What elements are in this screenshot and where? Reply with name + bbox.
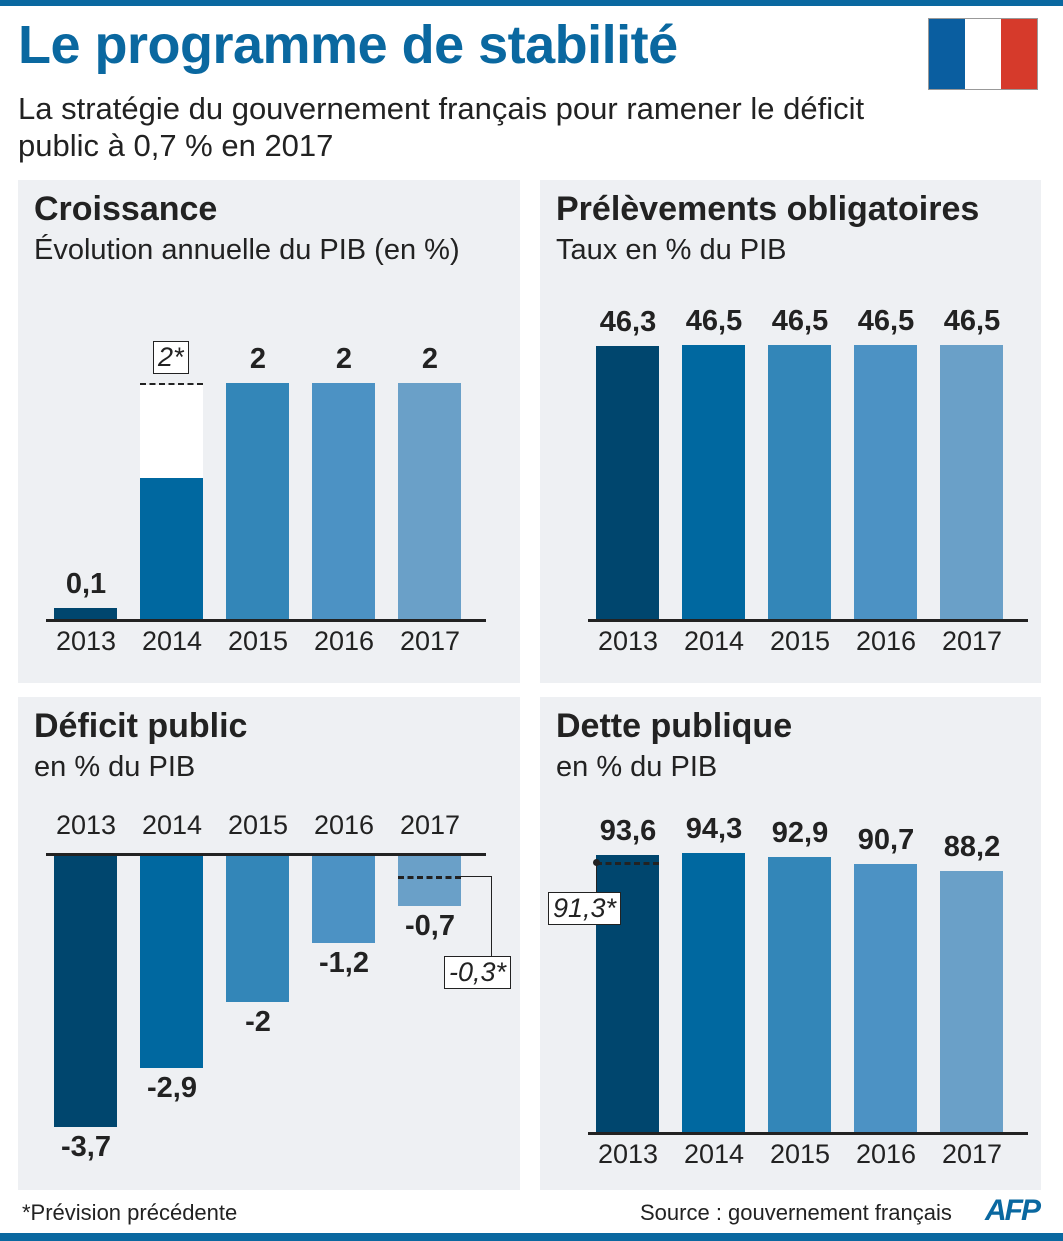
- value-label-2013: 93,6: [599, 815, 657, 848]
- bar-2016: [312, 854, 375, 943]
- x-tick-2014: 2014: [683, 1139, 745, 1169]
- previous-forecast-area: [140, 385, 203, 478]
- previous-forecast-line: [596, 861, 659, 865]
- x-tick-2014: 2014: [141, 810, 203, 840]
- bar-2014: [682, 345, 745, 620]
- bar-2017: [398, 383, 461, 620]
- value-label-2016: 46,5: [857, 305, 915, 337]
- chart-subtitle: Évolution annuelle du PIB (en %): [34, 234, 460, 266]
- chart-dette: Dette publique en % du PIB 93,6 2013 94,3 2…: [540, 697, 1041, 1190]
- value-label-2013: -3,7: [61, 1131, 111, 1163]
- value-label-2017: 2: [421, 343, 439, 375]
- french-flag-icon: [928, 18, 1038, 90]
- x-tick-2013: 2013: [55, 626, 117, 656]
- bar-2013: [54, 854, 117, 1127]
- value-label-2014: -2,9: [147, 1071, 197, 1104]
- chart-title: Dette publique: [556, 707, 793, 745]
- bar-2014: [140, 854, 203, 1068]
- x-tick-2014: 2014: [683, 626, 745, 656]
- x-axis: [588, 1132, 1028, 1135]
- value-label-2016: 2: [335, 343, 353, 375]
- x-tick-2016: 2016: [313, 626, 375, 656]
- value-label-2017: 46,5: [943, 305, 1001, 337]
- value-label-2017: 88,2: [943, 831, 1001, 864]
- value-label-2013: 0,1: [65, 568, 107, 601]
- bar-2017: [940, 871, 1003, 1133]
- footnote: *Prévision précédente: [22, 1200, 238, 1225]
- annotation-leader: [491, 876, 492, 957]
- bar-2015: [226, 383, 289, 620]
- afp-logo: AFP: [985, 1194, 1041, 1227]
- x-axis: [46, 619, 486, 622]
- value-label-2014: 46,5: [685, 305, 743, 337]
- x-tick-2016: 2016: [855, 626, 917, 656]
- annotation-label: -0,3*: [444, 956, 512, 990]
- chart-deficit: Déficit public en % du PIB -3,7 2013 -2,9 2…: [18, 697, 520, 1190]
- chart-title: Déficit public: [34, 707, 248, 745]
- x-tick-2017: 2017: [941, 1139, 1003, 1169]
- chart-subtitle: en % du PIB: [556, 751, 718, 783]
- value-label-2015: 92,9: [771, 817, 829, 850]
- x-tick-2013: 2013: [55, 810, 117, 840]
- x-tick-2015: 2015: [769, 626, 831, 656]
- bar-2015: [768, 857, 831, 1133]
- bar-2015: [226, 854, 289, 1002]
- chart-subtitle: en % du PIB: [34, 751, 196, 783]
- chart-subtitle: Taux en % du PIB: [556, 234, 787, 266]
- annotation-leader: [461, 876, 491, 878]
- bar-2017: [398, 854, 461, 906]
- x-tick-2013: 2013: [597, 1139, 659, 1169]
- page-title: Le programme de stabilité: [18, 15, 678, 75]
- value-label-2015: -2: [245, 1005, 271, 1038]
- x-tick-2017: 2017: [399, 626, 461, 656]
- annotation-leader: [596, 861, 597, 892]
- value-label-2015: 2: [249, 343, 267, 375]
- page-subtitle: La stratégie du gouvernement français po…: [18, 91, 865, 163]
- source: Source : gouvernement français: [640, 1200, 952, 1225]
- bar-2014: [682, 853, 745, 1133]
- bar-2014: [140, 477, 203, 620]
- chart-prelevements: Prélèvements obligatoires Taux en % du P…: [540, 180, 1041, 683]
- x-tick-2016: 2016: [313, 810, 375, 840]
- bar-2016: [854, 345, 917, 620]
- x-tick-2015: 2015: [227, 626, 289, 656]
- value-label-2014: 94,3: [685, 813, 743, 845]
- value-label-2016: 90,7: [857, 823, 915, 856]
- chart-croissance: Croissance Évolution annuelle du PIB (en…: [18, 180, 520, 683]
- value-label-2013: 46,3: [599, 306, 657, 339]
- bar-2016: [312, 383, 375, 620]
- value-label-2016: -1,2: [319, 946, 369, 979]
- bar-2017: [940, 345, 1003, 620]
- x-tick-2014: 2014: [141, 626, 203, 656]
- x-tick-2016: 2016: [855, 1139, 917, 1169]
- x-tick-2017: 2017: [941, 626, 1003, 656]
- value-label-2015: 46,5: [771, 305, 829, 337]
- bar-2013: [54, 608, 117, 620]
- x-axis: [588, 619, 1028, 622]
- annotation-label: 91,3*: [548, 891, 622, 925]
- top-rule: [0, 0, 1063, 6]
- bar-2016: [854, 863, 917, 1133]
- x-axis: [46, 853, 486, 856]
- annotation-label: 2*: [153, 341, 189, 374]
- bottom-rule: [0, 1233, 1063, 1241]
- chart-title: Prélèvements obligatoires: [556, 190, 980, 228]
- previous-forecast-line: [140, 383, 203, 386]
- value-label-2017: -0,7: [405, 909, 455, 942]
- chart-title: Croissance: [34, 190, 218, 228]
- x-tick-2015: 2015: [227, 810, 289, 840]
- previous-forecast-line: [398, 876, 461, 880]
- bar-2015: [768, 345, 831, 620]
- x-tick-2017: 2017: [399, 810, 461, 840]
- bar-2013: [596, 346, 659, 620]
- x-tick-2013: 2013: [597, 626, 659, 656]
- x-tick-2015: 2015: [769, 1139, 831, 1169]
